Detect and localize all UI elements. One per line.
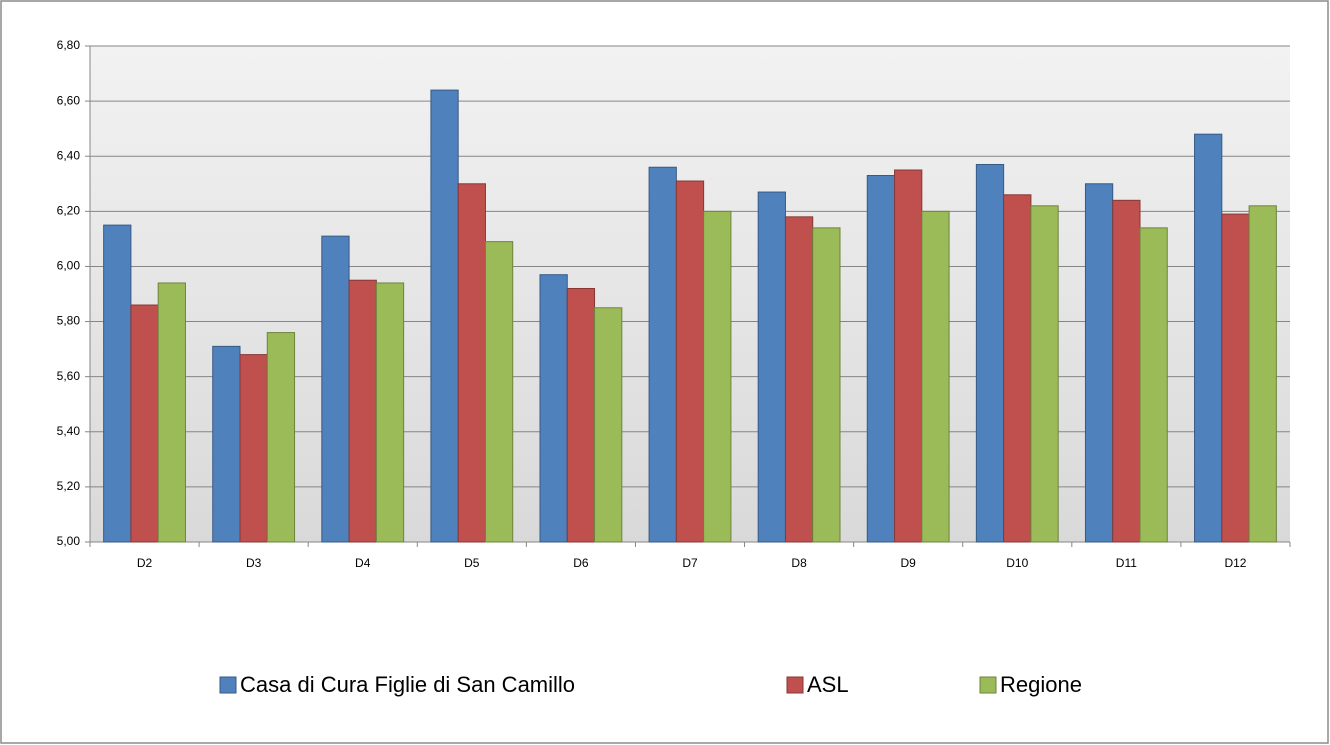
bar: [1003, 194, 1032, 543]
bar: [484, 241, 514, 543]
bar: [921, 210, 950, 543]
bar: [1030, 205, 1059, 543]
bar: [130, 304, 159, 543]
y-tick-label: 6,80: [57, 38, 81, 52]
bar: [866, 175, 896, 543]
bar: [266, 332, 296, 543]
bar: [594, 307, 623, 543]
x-tick-label: D4: [355, 556, 371, 570]
x-tick-label: D12: [1224, 556, 1246, 570]
bar: [1112, 199, 1141, 543]
x-tick-label: D11: [1116, 556, 1137, 570]
bar: [1221, 213, 1250, 543]
x-tick-label: D2: [137, 556, 153, 570]
bar: [1248, 205, 1277, 543]
bar: [1084, 183, 1114, 543]
legend-text: ASL: [807, 672, 849, 697]
y-tick-label: 6,20: [57, 204, 81, 218]
bar: [975, 163, 1005, 543]
x-tick-label: D10: [1006, 556, 1028, 570]
bar: [457, 183, 486, 543]
y-tick-label: 5,20: [57, 479, 81, 493]
bar: [212, 345, 241, 543]
legend-swatch: [786, 676, 804, 694]
bar: [1194, 133, 1223, 543]
bar: [375, 282, 405, 543]
y-tick-label: 5,60: [57, 369, 81, 383]
legend-text: Casa di Cura Figlie di San Camillo: [240, 672, 575, 697]
x-tick-label: D5: [464, 556, 480, 570]
y-tick-label: 6,00: [57, 259, 81, 273]
bar: [1139, 227, 1168, 543]
y-tick-label: 6,60: [57, 93, 81, 107]
legend-swatch: [219, 676, 237, 694]
bar: [539, 274, 568, 543]
bar: [812, 227, 841, 543]
bar: [894, 169, 923, 543]
x-tick-label: D3: [246, 556, 262, 570]
legend-text: Regione: [1000, 672, 1082, 697]
x-tick-label: D7: [682, 556, 698, 570]
bar: [675, 180, 705, 543]
x-tick-label: D6: [573, 556, 589, 570]
bar: [348, 279, 377, 543]
legend-swatch: [979, 676, 997, 694]
y-tick-label: 5,40: [57, 424, 81, 438]
y-tick-label: 5,80: [57, 314, 81, 328]
bar: [321, 235, 350, 543]
x-tick-label: D9: [901, 556, 917, 570]
y-tick-label: 6,40: [57, 148, 81, 162]
bar: [239, 354, 268, 543]
bar: [648, 166, 677, 543]
x-tick-label: D8: [791, 556, 807, 570]
bar: [103, 224, 132, 543]
bar: [757, 191, 786, 543]
y-tick-label: 5,00: [57, 534, 81, 548]
bar: [566, 287, 596, 543]
bar: [430, 89, 459, 543]
bar: [157, 282, 186, 543]
bar: [784, 216, 814, 543]
bar: [703, 210, 732, 543]
